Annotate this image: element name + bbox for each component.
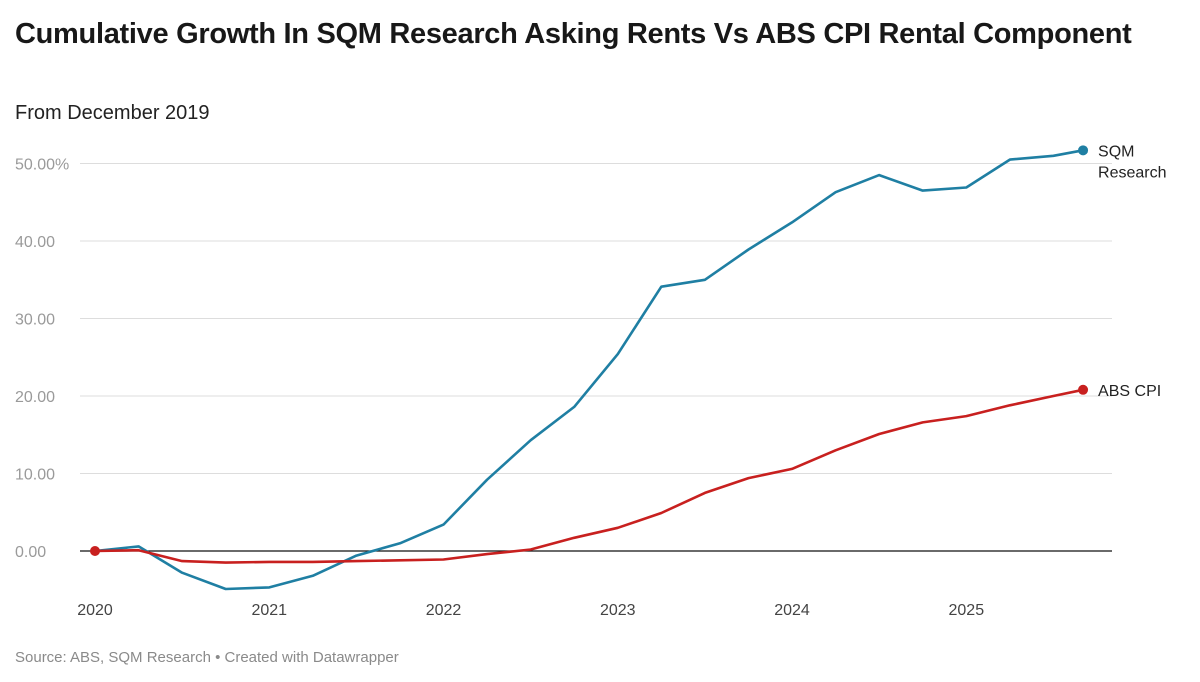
series-label: ABS CPI [1098, 383, 1161, 400]
x-tick-label: 2021 [251, 602, 287, 619]
x-tick-label: 2024 [774, 602, 810, 619]
series-label-line: Research [1098, 164, 1166, 181]
y-tick-label: 40.00 [15, 234, 55, 251]
chart-subtitle: From December 2019 [15, 102, 210, 124]
x-tick-label: 2022 [426, 602, 462, 619]
x-tick-label: 2020 [77, 602, 113, 619]
series-start-dot [90, 546, 100, 556]
x-tick-label: 2025 [949, 602, 985, 619]
series-labels: SQM Research ABS CPI [1098, 143, 1166, 399]
series-label-line: SQM [1098, 143, 1134, 160]
series-end-dot [1078, 145, 1089, 156]
y-tick-label: 10.00 [15, 467, 55, 484]
series-label: SQM Research [1098, 143, 1166, 181]
y-tick-label: 20.00 [15, 389, 55, 406]
grid-lines [80, 163, 1112, 552]
y-tick-label: 0.00 [15, 544, 46, 561]
series-line-abs-cpi [93, 388, 1085, 564]
y-axis-labels: 50.00% 40.00 30.00 20.00 10.00 0.00 [15, 157, 69, 562]
x-tick-label: 2023 [600, 602, 636, 619]
y-tick-label: 30.00 [15, 312, 55, 329]
series-label-line: ABS CPI [1098, 383, 1161, 400]
series-end-dot [1078, 384, 1089, 395]
source-note: Source: ABS, SQM Research • Created with… [15, 649, 399, 666]
chart-title: Cumulative Growth In SQM Research Asking… [15, 18, 1132, 50]
y-tick-label: 50.00% [15, 157, 69, 174]
series-lines [90, 145, 1089, 591]
x-axis-labels: 2020 2021 2022 2023 2024 2025 [77, 602, 984, 619]
series-line-sqm-research [93, 149, 1085, 591]
